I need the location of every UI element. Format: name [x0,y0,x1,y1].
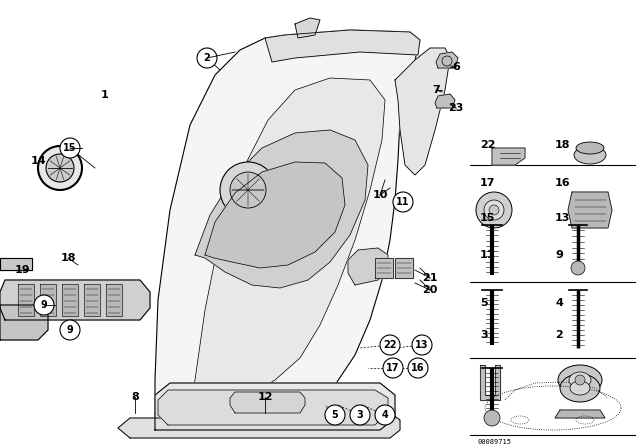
Text: 18: 18 [555,140,570,150]
Circle shape [383,358,403,378]
Polygon shape [348,248,388,285]
Polygon shape [492,148,525,165]
Polygon shape [555,410,605,418]
Polygon shape [40,284,56,316]
Text: 9: 9 [67,325,74,335]
Circle shape [484,200,504,220]
Polygon shape [155,383,395,430]
Text: 11: 11 [480,250,495,260]
Circle shape [380,335,400,355]
Circle shape [325,405,345,425]
Text: 2: 2 [555,330,563,340]
Text: 9: 9 [40,300,47,310]
Polygon shape [295,18,320,38]
Polygon shape [395,48,450,175]
Polygon shape [230,392,305,413]
Text: 14: 14 [30,156,46,166]
Polygon shape [0,258,32,270]
Text: 6: 6 [452,62,460,72]
Text: 20: 20 [422,285,438,295]
Circle shape [197,48,217,68]
Circle shape [60,320,80,340]
Polygon shape [158,390,388,425]
Ellipse shape [570,381,590,395]
Text: 12: 12 [257,392,273,402]
Text: 5: 5 [480,298,488,308]
Text: 16: 16 [555,178,571,188]
Polygon shape [265,30,420,62]
Polygon shape [62,284,78,316]
Text: 23: 23 [448,103,464,113]
Circle shape [60,138,80,158]
Ellipse shape [576,142,604,154]
Circle shape [230,172,266,208]
Ellipse shape [574,146,606,164]
Text: 9: 9 [555,250,563,260]
Text: 2: 2 [204,53,211,63]
Ellipse shape [560,374,600,402]
Text: 00089715: 00089715 [477,439,511,445]
Text: 16: 16 [412,363,425,373]
Text: 22: 22 [383,340,397,350]
Polygon shape [0,305,48,340]
Text: 11: 11 [396,197,410,207]
Circle shape [220,162,276,218]
Text: 22: 22 [480,140,495,150]
Circle shape [34,295,54,315]
Circle shape [412,335,432,355]
Text: 17: 17 [480,178,495,188]
Text: 3: 3 [356,410,364,420]
Polygon shape [190,78,385,420]
Polygon shape [480,365,500,400]
Text: 10: 10 [372,190,388,200]
Circle shape [484,410,500,426]
Circle shape [350,405,370,425]
Polygon shape [436,52,458,68]
Text: 1: 1 [101,90,109,100]
Text: 15: 15 [63,143,77,153]
Polygon shape [568,192,612,228]
Text: 3: 3 [480,330,488,340]
Text: 13: 13 [555,213,570,223]
Circle shape [46,154,74,182]
Polygon shape [106,284,122,316]
Polygon shape [395,258,413,278]
Ellipse shape [569,372,591,388]
Circle shape [408,358,428,378]
Text: 5: 5 [332,410,339,420]
Text: 7: 7 [432,85,440,95]
Text: 4: 4 [555,298,563,308]
Text: 8: 8 [131,392,139,402]
Text: 19: 19 [14,265,30,275]
Polygon shape [155,30,420,430]
Polygon shape [205,162,345,268]
Text: 17: 17 [387,363,400,373]
Circle shape [393,192,413,212]
Text: 18: 18 [60,253,76,263]
Polygon shape [18,284,34,316]
Circle shape [489,205,499,215]
Polygon shape [195,130,368,288]
Polygon shape [375,258,393,278]
Text: 15: 15 [480,213,495,223]
Polygon shape [435,94,455,108]
Text: 21: 21 [422,273,438,283]
Circle shape [476,192,512,228]
Polygon shape [84,284,100,316]
Text: 4: 4 [381,410,388,420]
Polygon shape [0,280,150,320]
Circle shape [575,375,585,385]
Text: 13: 13 [415,340,429,350]
Circle shape [38,146,82,190]
Circle shape [571,261,585,275]
Polygon shape [118,413,400,438]
Ellipse shape [558,365,602,395]
Circle shape [375,405,395,425]
